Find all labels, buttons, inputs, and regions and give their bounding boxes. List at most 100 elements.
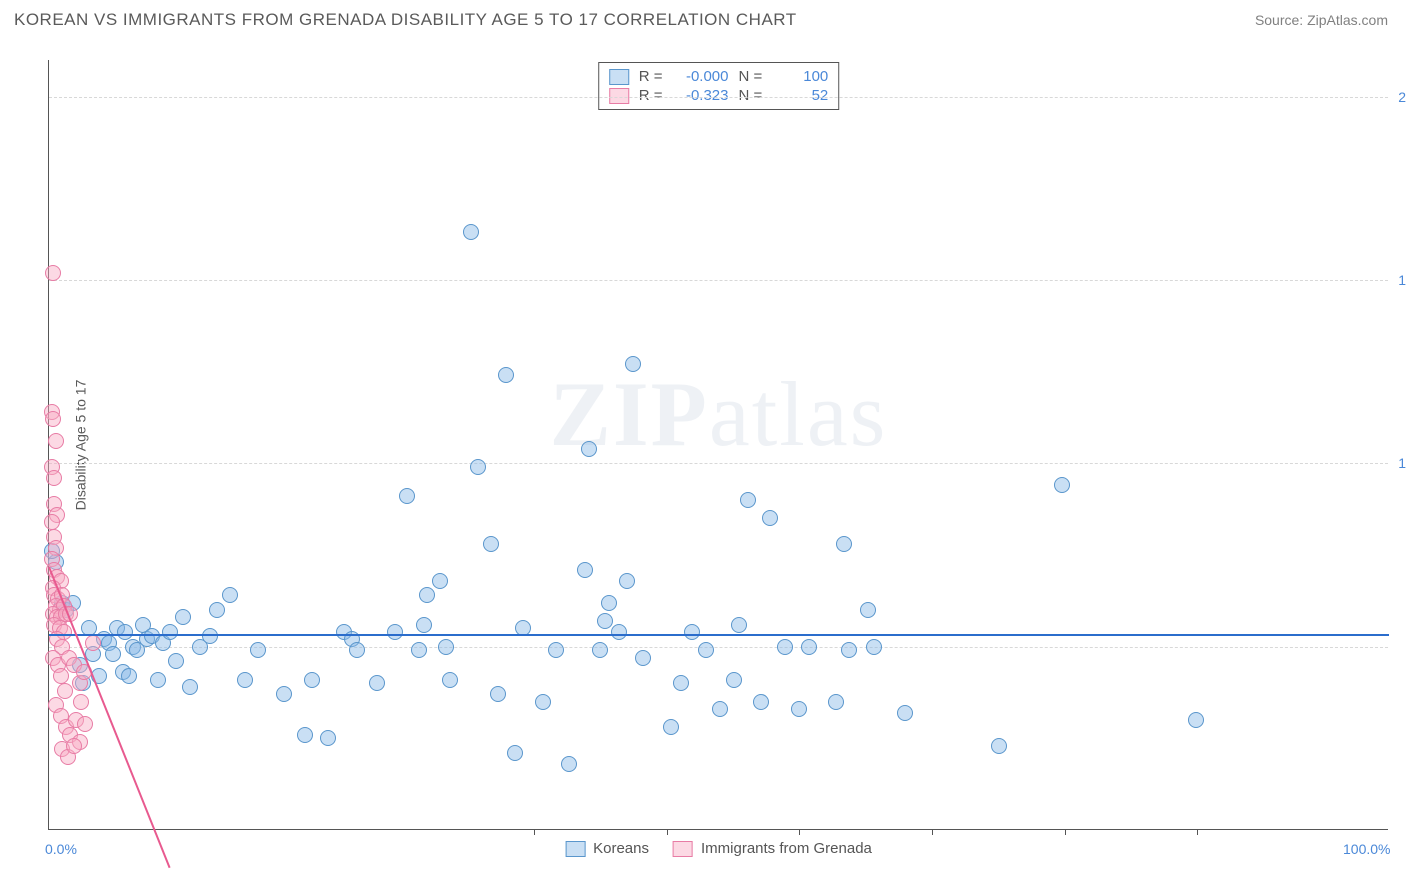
data-point (57, 683, 73, 699)
stats-legend: R = -0.000 N = 100 R = -0.323 N = 52 (598, 62, 840, 110)
data-point (753, 694, 769, 710)
data-point (991, 738, 1007, 754)
data-point (581, 441, 597, 457)
stats-row-grenada: R = -0.323 N = 52 (609, 86, 829, 105)
data-point (387, 624, 403, 640)
data-point (45, 265, 61, 281)
data-point (726, 672, 742, 688)
data-point (663, 719, 679, 735)
data-point (731, 617, 747, 633)
data-point (105, 646, 121, 662)
x-tick-mark (534, 829, 535, 835)
swatch-blue (609, 69, 629, 85)
data-point (791, 701, 807, 717)
data-point (828, 694, 844, 710)
data-point (411, 642, 427, 658)
data-point (548, 642, 564, 658)
data-point (470, 459, 486, 475)
data-point (836, 536, 852, 552)
data-point (463, 224, 479, 240)
data-point (276, 686, 292, 702)
swatch-pink (673, 841, 693, 857)
data-point (507, 745, 523, 761)
data-point (860, 602, 876, 618)
data-point (297, 727, 313, 743)
data-point (168, 653, 184, 669)
data-point (601, 595, 617, 611)
data-point (399, 488, 415, 504)
data-point (304, 672, 320, 688)
data-point (684, 624, 700, 640)
data-point (866, 639, 882, 655)
data-point (498, 367, 514, 383)
data-point (419, 587, 435, 603)
data-point (117, 624, 133, 640)
data-point (777, 639, 793, 655)
data-point (432, 573, 448, 589)
data-point (320, 730, 336, 746)
data-point (250, 642, 266, 658)
data-point (597, 613, 613, 629)
data-point (162, 624, 178, 640)
header: KOREAN VS IMMIGRANTS FROM GRENADA DISABI… (0, 0, 1406, 36)
data-point (222, 587, 238, 603)
gridline-h (49, 463, 1388, 464)
legend-item-grenada: Immigrants from Grenada (673, 840, 872, 857)
x-tick-mark (667, 829, 668, 835)
y-axis-label: Disability Age 5 to 17 (72, 379, 88, 510)
data-point (1054, 477, 1070, 493)
x-tick-label: 100.0% (1343, 841, 1390, 857)
watermark: ZIPatlas (550, 361, 888, 467)
data-point (48, 433, 64, 449)
data-point (535, 694, 551, 710)
data-point (673, 675, 689, 691)
data-point (77, 716, 93, 732)
plot-area: ZIPatlas Disability Age 5 to 17 R = -0.0… (48, 60, 1388, 830)
x-tick-mark (1065, 829, 1066, 835)
swatch-pink (609, 88, 629, 104)
data-point (369, 675, 385, 691)
data-point (561, 756, 577, 772)
data-point (53, 668, 69, 684)
x-tick-mark (799, 829, 800, 835)
x-tick-mark (1197, 829, 1198, 835)
data-point (698, 642, 714, 658)
data-point (45, 411, 61, 427)
data-point (349, 642, 365, 658)
scatter-chart: ZIPatlas Disability Age 5 to 17 R = -0.0… (48, 60, 1388, 830)
gridline-h (49, 280, 1388, 281)
stats-row-koreans: R = -0.000 N = 100 (609, 67, 829, 86)
x-tick-mark (932, 829, 933, 835)
y-tick-label: 5.0% (1390, 639, 1406, 655)
x-tick-label: 0.0% (45, 841, 77, 857)
data-point (712, 701, 728, 717)
y-tick-label: 20.0% (1390, 89, 1406, 105)
data-point (635, 650, 651, 666)
data-point (841, 642, 857, 658)
data-point (209, 602, 225, 618)
data-point (740, 492, 756, 508)
data-point (490, 686, 506, 702)
data-point (1188, 712, 1204, 728)
data-point (801, 639, 817, 655)
data-point (150, 672, 166, 688)
data-point (625, 356, 641, 372)
data-point (442, 672, 458, 688)
trend-line (49, 634, 1389, 636)
data-point (611, 624, 627, 640)
data-point (73, 694, 89, 710)
data-point (175, 609, 191, 625)
bottom-legend: Koreans Immigrants from Grenada (565, 840, 872, 857)
gridline-h (49, 97, 1388, 98)
source-attribution: Source: ZipAtlas.com (1255, 12, 1388, 28)
data-point (619, 573, 635, 589)
data-point (44, 514, 60, 530)
data-point (121, 668, 137, 684)
data-point (438, 639, 454, 655)
y-tick-label: 15.0% (1390, 272, 1406, 288)
data-point (762, 510, 778, 526)
data-point (182, 679, 198, 695)
data-point (416, 617, 432, 633)
data-point (483, 536, 499, 552)
data-point (85, 635, 101, 651)
